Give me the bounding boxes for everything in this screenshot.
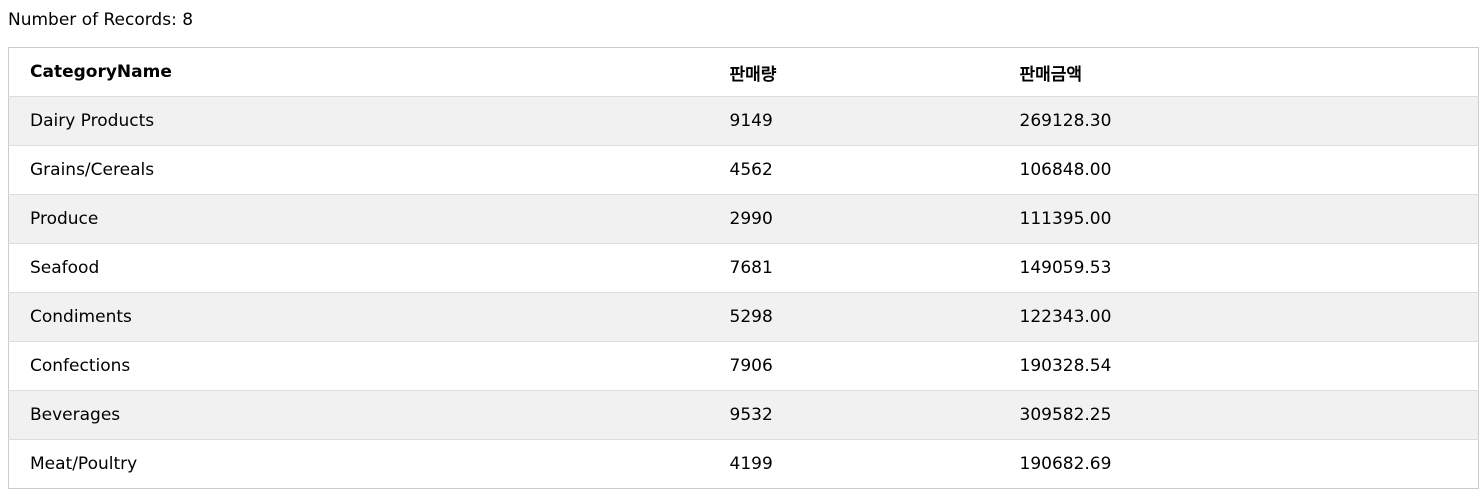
cell-sales-quantity: 7906 [708, 341, 999, 391]
table-row: Dairy Products 9149 269128.30 [8, 96, 1479, 146]
cell-category-name: Dairy Products [8, 96, 709, 146]
cell-sales-amount: 269128.30 [998, 96, 1479, 146]
table-row: Meat/Poultry 4199 190682.69 [8, 439, 1479, 489]
cell-sales-amount: 309582.25 [998, 390, 1479, 440]
table-row: Produce 2990 111395.00 [8, 194, 1479, 244]
table-row: Grains/Cereals 4562 106848.00 [8, 145, 1479, 195]
cell-category-name: Beverages [8, 390, 709, 440]
cell-sales-amount: 106848.00 [998, 145, 1479, 195]
cell-category-name: Grains/Cereals [8, 145, 709, 195]
table-row: Beverages 9532 309582.25 [8, 390, 1479, 440]
cell-category-name: Produce [8, 194, 709, 244]
cell-category-name: Confections [8, 341, 709, 391]
column-header-sales-quantity: 판매량 [708, 47, 999, 97]
cell-category-name: Condiments [8, 292, 709, 342]
cell-sales-amount: 122343.00 [998, 292, 1479, 342]
record-count: Number of Records: 8 [8, 10, 194, 30]
table-row: Seafood 7681 149059.53 [8, 243, 1479, 293]
cell-sales-quantity: 9149 [708, 96, 999, 146]
cell-sales-amount: 111395.00 [998, 194, 1479, 244]
cell-sales-quantity: 4199 [708, 439, 999, 489]
table-row: Confections 7906 190328.54 [8, 341, 1479, 391]
table-header-row: CategoryName 판매량 판매금액 [8, 47, 1479, 97]
cell-sales-quantity: 5298 [708, 292, 999, 342]
cell-sales-amount: 149059.53 [998, 243, 1479, 293]
cell-sales-amount: 190682.69 [998, 439, 1479, 489]
column-header-sales-amount: 판매금액 [998, 47, 1479, 97]
cell-sales-quantity: 4562 [708, 145, 999, 195]
cell-sales-quantity: 9532 [708, 390, 999, 440]
results-table: CategoryName 판매량 판매금액 Dairy Products 914… [8, 47, 1479, 489]
cell-category-name: Meat/Poultry [8, 439, 709, 489]
cell-sales-quantity: 2990 [708, 194, 999, 244]
cell-category-name: Seafood [8, 243, 709, 293]
column-header-category-name: CategoryName [8, 47, 709, 97]
cell-sales-amount: 190328.54 [998, 341, 1479, 391]
cell-sales-quantity: 7681 [708, 243, 999, 293]
table-row: Condiments 5298 122343.00 [8, 292, 1479, 342]
